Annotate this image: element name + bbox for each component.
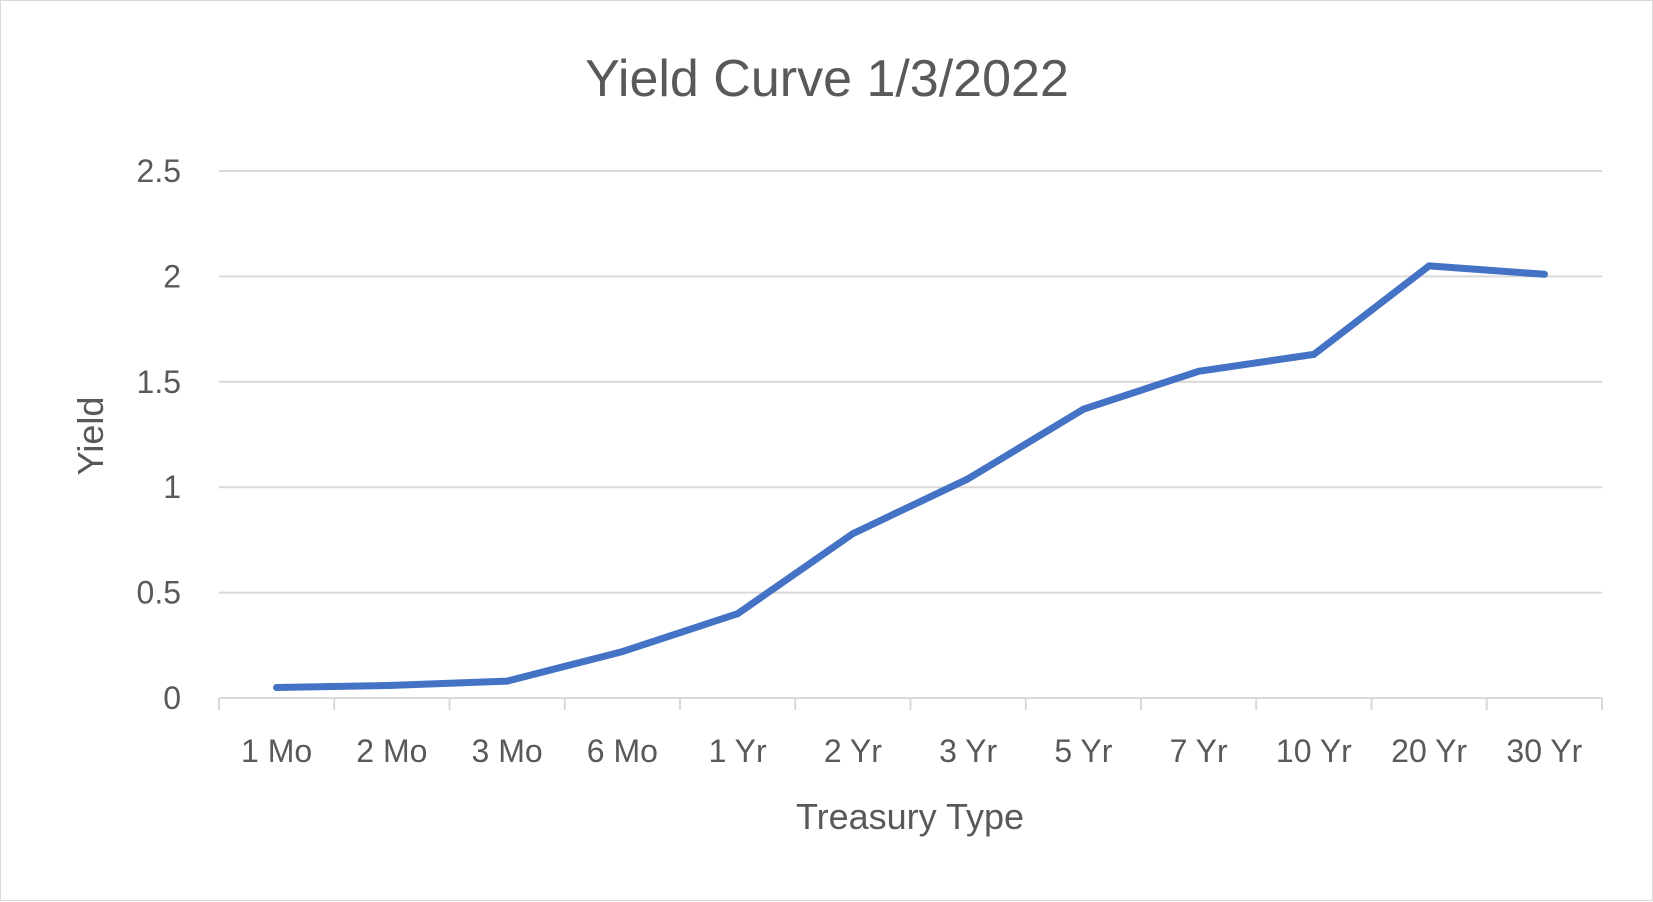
x-axis [218,697,1603,710]
x-tick-label: 30 Yr [1506,733,1582,769]
y-tick-label: 1.5 [137,364,181,400]
data-point [1425,262,1433,270]
x-tick-label: 2 Yr [824,733,882,769]
series-line [273,262,1548,691]
data-point [503,677,511,685]
x-tick-label: 2 Mo [356,733,427,769]
data-point [734,610,742,618]
x-tick-label: 1 Mo [241,733,312,769]
y-axis-title: Yield [70,397,111,476]
x-axis-tick-labels: 1 Mo 2 Mo 3 Mo 6 Mo 1 Yr 2 Yr 3 Yr 5 Yr 7 Yr 10 Y… [241,733,1583,769]
y-axis-tick-labels: 0 0.5 1 1.5 2 2.5 [137,153,181,716]
gridlines [219,170,1602,594]
data-point [964,475,972,483]
data-point [388,681,396,689]
data-point [1310,350,1318,358]
data-point [1540,270,1548,278]
y-tick-label: 2 [163,258,181,294]
x-tick-label: 6 Mo [587,733,658,769]
x-tick-label: 10 Yr [1276,733,1352,769]
x-tick-label: 3 Mo [472,733,543,769]
data-point [1079,405,1087,413]
y-tick-label: 2.5 [137,153,181,189]
x-tick-label: 7 Yr [1170,733,1228,769]
x-axis-title: Treasury Type [796,796,1024,837]
data-point [618,648,626,656]
x-tick-label: 20 Yr [1391,733,1467,769]
x-tick-label: 3 Yr [939,733,997,769]
y-tick-label: 0 [163,680,181,716]
data-point [273,683,281,691]
y-tick-label: 1 [163,469,181,505]
x-tick-label: 1 Yr [709,733,767,769]
chart-title: Yield Curve 1/3/2022 [585,50,1069,108]
x-tick-label: 5 Yr [1054,733,1112,769]
y-tick-label: 0.5 [137,575,181,611]
data-point [849,530,857,538]
data-point [1195,367,1203,375]
series-layer [273,262,1548,691]
